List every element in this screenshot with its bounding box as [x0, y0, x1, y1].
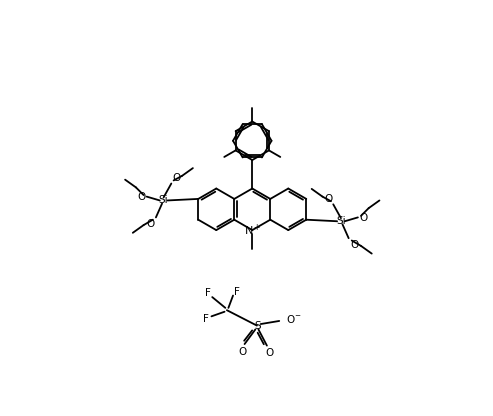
Text: Si: Si — [159, 196, 169, 206]
Text: O: O — [238, 347, 246, 357]
Text: O: O — [172, 173, 180, 183]
Text: N$^+$: N$^+$ — [244, 223, 261, 238]
Text: O: O — [359, 213, 368, 223]
Text: F: F — [234, 287, 240, 297]
Text: F: F — [203, 314, 209, 324]
Text: O: O — [146, 219, 154, 229]
Text: Si: Si — [336, 216, 346, 226]
Text: S: S — [254, 321, 261, 331]
Text: O$^{-}$: O$^{-}$ — [286, 313, 302, 325]
Text: O: O — [324, 193, 332, 203]
Text: O: O — [350, 240, 358, 250]
Text: F: F — [205, 288, 211, 298]
Text: O: O — [137, 192, 145, 202]
Text: O: O — [265, 348, 273, 358]
